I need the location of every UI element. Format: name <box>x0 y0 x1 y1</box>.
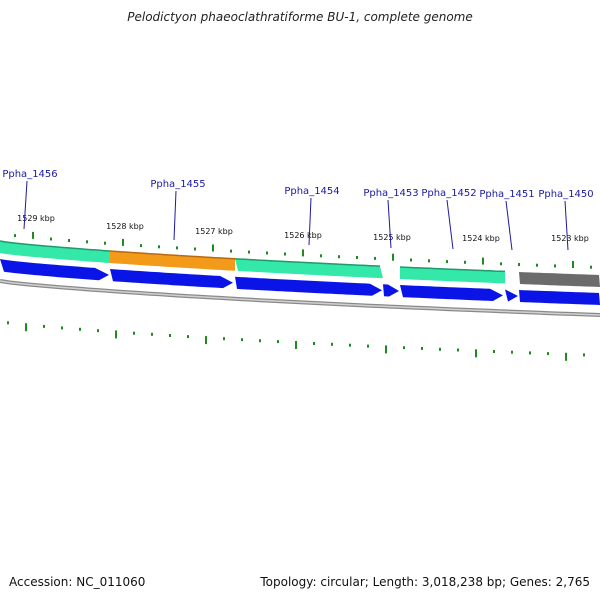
leader-line <box>505 200 513 251</box>
kbp-label: 1529 kbp <box>17 214 55 223</box>
gene-label: Ppha_1451 <box>479 189 534 200</box>
gene-label: Ppha_1450 <box>538 189 593 200</box>
gene-label: Ppha_1453 <box>363 188 418 199</box>
leader-line <box>446 199 454 250</box>
arrow-ppha-1454 <box>235 276 382 296</box>
lower-ticks <box>7 321 585 361</box>
gene-label: Ppha_1456 <box>2 169 57 180</box>
arrow-ppha-1455 <box>110 269 233 289</box>
cds-edge-3 <box>399 266 506 273</box>
arrow-ppha-1456 <box>0 259 109 281</box>
kbp-label: 1525 kbp <box>373 233 411 242</box>
arrow-ppha-1453 <box>383 284 399 297</box>
leader-line <box>387 199 392 249</box>
genome-summary: Topology: circular; Length: 3,018,238 bp… <box>260 575 590 589</box>
arrow-ppha-1452 <box>400 285 503 301</box>
leader-line <box>173 190 177 241</box>
kbp-ticks: 1529 kbp 1528 kbp 1527 kbp 1526 kbp 1525 kbp… <box>17 214 589 243</box>
cds-ppha-1454 <box>235 258 383 279</box>
cds-ppha-1456 <box>0 241 110 263</box>
page-title: Pelodictyon phaeoclathratiforme BU-1, co… <box>127 10 473 24</box>
cds-edge-2 <box>234 258 381 267</box>
arrow-ppha-1451 <box>505 289 518 302</box>
leader-line <box>23 180 28 230</box>
kbp-label: 1523 kbp <box>551 234 589 243</box>
cds-ppha-1455 <box>110 251 235 271</box>
label-leaders <box>23 180 569 251</box>
gene-tracks <box>0 240 600 317</box>
kbp-label: 1528 kbp <box>106 222 144 231</box>
kbp-label: 1526 kbp <box>284 231 322 240</box>
kbp-label: 1527 kbp <box>195 227 233 236</box>
gene-label: Ppha_1455 <box>150 179 205 190</box>
cds-edge-1 <box>109 250 236 260</box>
kbp-label: 1524 kbp <box>462 234 500 243</box>
position-ticks <box>14 231 592 269</box>
cds-edge-0 <box>0 240 111 252</box>
backbone-highlight <box>0 280 600 316</box>
gene-label: Ppha_1454 <box>284 186 339 197</box>
accession-label: Accession: NC_011060 <box>9 575 146 589</box>
leader-line <box>308 197 312 246</box>
leader-line <box>564 200 569 251</box>
arrow-ppha-1450 <box>519 290 600 305</box>
gene-label: Ppha_1452 <box>421 188 476 199</box>
cds-ppha-1450 <box>519 272 600 287</box>
